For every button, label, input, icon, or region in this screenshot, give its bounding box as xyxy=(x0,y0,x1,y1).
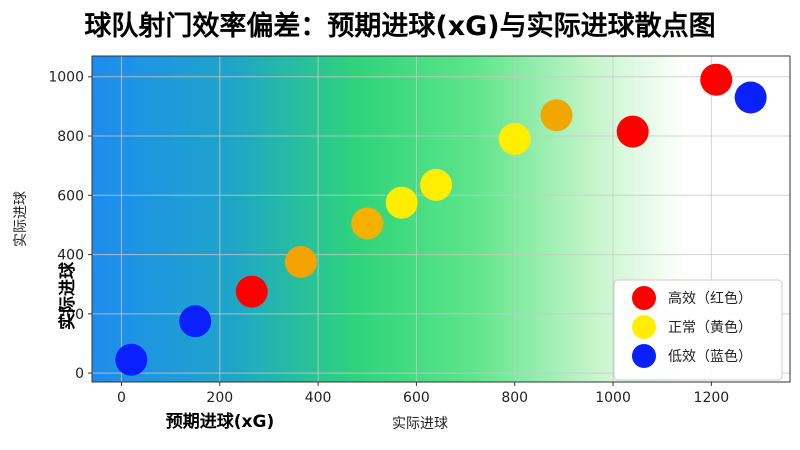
plot-frame xyxy=(91,55,791,383)
x-tick-label: 400 xyxy=(305,390,332,406)
scatter-point-low xyxy=(734,81,767,114)
y-axis-label-small: 实际进球 xyxy=(13,191,29,247)
legend-label-normal: 正常（黄色） xyxy=(668,319,752,336)
scatter-point-high xyxy=(700,63,733,96)
y-tick-label: 800 xyxy=(57,129,84,145)
scatter-point-normal xyxy=(385,186,418,219)
legend-label-low: 低效（蓝色） xyxy=(668,348,752,365)
scatter-point-low xyxy=(115,343,148,376)
scatter-point-low xyxy=(179,305,212,338)
y-tick-label: 0 xyxy=(75,366,84,382)
tick-layer: 0 200 400 600 800 1000 1200 0 200 400 600 800 1000 xyxy=(48,70,729,406)
data-points-layer xyxy=(115,63,767,376)
legend-marker-normal xyxy=(632,315,656,339)
x-tick-label: 200 xyxy=(206,390,233,406)
scatter-point-high xyxy=(616,115,649,148)
y-tick-label: 400 xyxy=(57,248,84,264)
legend-label-high: 高效（红色） xyxy=(668,290,752,307)
y-tick-label: 200 xyxy=(57,307,84,323)
scatter-point-normal xyxy=(420,168,453,201)
legend-marker-low xyxy=(632,344,656,368)
x-tick-label: 600 xyxy=(403,390,430,406)
x-tick-label: 1000 xyxy=(595,390,631,406)
y-tick-label: 1000 xyxy=(48,70,84,86)
scatter-point-high xyxy=(235,275,268,308)
scatter-point-normal xyxy=(498,122,531,155)
scatter-point-normal xyxy=(351,207,384,240)
x-axis-label-small: 实际进球 xyxy=(392,416,448,432)
scatter-point-normal xyxy=(540,99,573,132)
legend-marker-high xyxy=(632,286,656,310)
legend: 高效（红色） 正常（黄色） 低效（蓝色） xyxy=(613,279,783,381)
y-tick-label: 600 xyxy=(57,188,84,204)
x-tick-label: 1200 xyxy=(694,390,730,406)
x-axis-label-bold: 预期进球(xG) xyxy=(166,412,274,432)
legend-box xyxy=(613,279,783,381)
chart-title: 球队射门效率偏差：预期进球(xG)与实际进球散点图 xyxy=(84,11,716,42)
x-tick-label: 0 xyxy=(117,390,126,406)
x-tick-label: 800 xyxy=(501,390,528,406)
scatter-point-normal xyxy=(284,245,317,278)
y-axis-label-bold: 实际进球 xyxy=(57,261,78,330)
